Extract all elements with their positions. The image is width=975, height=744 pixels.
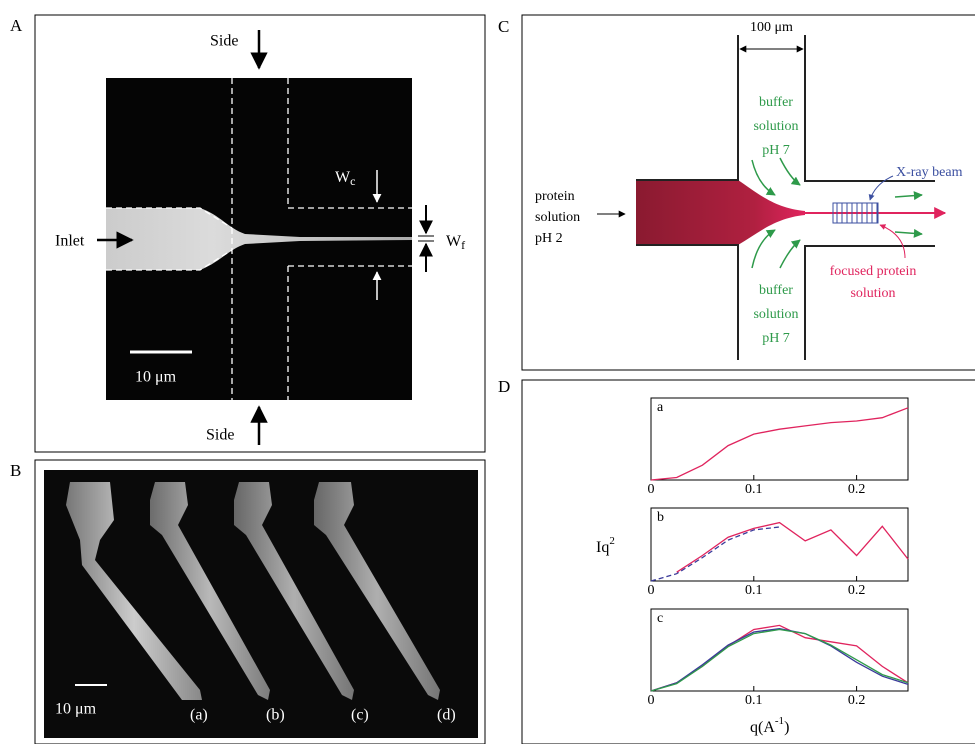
plot-label: a bbox=[657, 400, 664, 415]
plot-label: b bbox=[657, 510, 664, 525]
scale-label: 10 μm bbox=[135, 369, 177, 386]
panel-label: B bbox=[10, 461, 21, 480]
pillar-label: (b) bbox=[266, 707, 285, 724]
x-tick-label: 0.2 bbox=[848, 482, 866, 497]
panel-label: D bbox=[498, 377, 510, 396]
x-label-sup: -1 bbox=[775, 715, 784, 727]
x-label-end: ) bbox=[784, 719, 789, 736]
protein-label: pH 2 bbox=[535, 231, 563, 246]
panel-frame bbox=[522, 380, 975, 744]
y-label-sup: 2 bbox=[609, 535, 615, 547]
wf-label: Wf bbox=[446, 233, 465, 252]
x-tick-label: 0.1 bbox=[745, 583, 763, 598]
panel-c: C 100 μm X-ray beam protein solution pH 2 b… bbox=[498, 15, 975, 370]
x-tick-label: 0 bbox=[648, 482, 655, 497]
protein-label: solution bbox=[535, 210, 580, 225]
curve bbox=[651, 630, 908, 692]
x-tick-label: 0.1 bbox=[745, 693, 763, 708]
xray-beam bbox=[833, 203, 878, 223]
focused-label: solution bbox=[850, 286, 895, 301]
side-label: Side bbox=[206, 427, 234, 444]
figure: A Side Side Inlet Wc Wf 10 μm B bbox=[0, 0, 975, 744]
x-tick-label: 0 bbox=[648, 583, 655, 598]
protein-label: protein bbox=[535, 189, 575, 204]
buffer_top-label: pH 7 bbox=[762, 143, 790, 158]
curve bbox=[651, 625, 908, 691]
scale-label: 10 μm bbox=[55, 701, 97, 718]
curve bbox=[651, 408, 908, 480]
pillar-label: (c) bbox=[351, 707, 369, 724]
y-axis-label: Iq2 bbox=[596, 535, 615, 556]
x-tick-label: 0 bbox=[648, 693, 655, 708]
panel-a: A Side Side Inlet Wc Wf 10 μm bbox=[10, 15, 485, 452]
inlet-label: Inlet bbox=[55, 233, 85, 250]
wf-text: W bbox=[446, 233, 462, 250]
curve bbox=[651, 527, 780, 581]
arrow bbox=[880, 225, 905, 258]
buffer_bottom-label: buffer bbox=[759, 283, 793, 298]
x-tick-label: 0.1 bbox=[745, 482, 763, 497]
x-label-text: q(A bbox=[750, 719, 775, 736]
curve bbox=[677, 523, 908, 573]
buffer_top-label: buffer bbox=[759, 95, 793, 110]
focused-label: focused protein bbox=[830, 264, 917, 279]
y-label-text: Iq bbox=[596, 539, 609, 556]
panel-label: C bbox=[498, 17, 509, 36]
plot-frame bbox=[651, 398, 908, 480]
xray-label: X-ray beam bbox=[896, 165, 963, 180]
protein-stream bbox=[636, 180, 805, 245]
buffer_bottom-label: pH 7 bbox=[762, 331, 790, 346]
x-axis-label: q(A-1) bbox=[750, 715, 789, 736]
x-tick-label: 0.2 bbox=[848, 583, 866, 598]
plot-frame bbox=[651, 508, 908, 581]
side-label: Side bbox=[210, 33, 238, 50]
panel-b: B 10 μm (a) (b) (c) (d) bbox=[10, 460, 485, 744]
x-tick-label: 0.2 bbox=[848, 693, 866, 708]
buffer_bottom-label: solution bbox=[753, 307, 798, 322]
arrow bbox=[870, 176, 893, 200]
wc-text: W bbox=[335, 169, 351, 186]
plot-frame bbox=[651, 609, 908, 691]
panel-label: A bbox=[10, 16, 23, 35]
pillar-label: (a) bbox=[190, 707, 208, 724]
curve bbox=[651, 629, 908, 691]
plot-label: c bbox=[657, 611, 663, 626]
buffer_top-label: solution bbox=[753, 119, 798, 134]
width-label: 100 μm bbox=[750, 20, 793, 35]
wf-sub: f bbox=[461, 238, 465, 252]
pillar-label: (d) bbox=[437, 707, 456, 724]
wc-sub: c bbox=[350, 174, 355, 188]
